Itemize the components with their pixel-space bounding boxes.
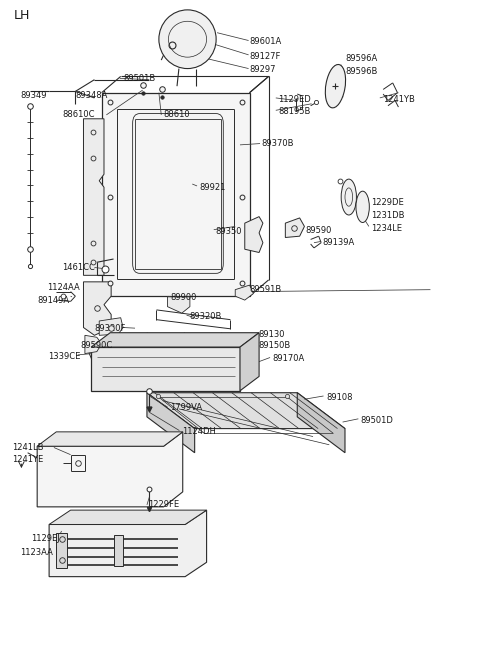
Text: 89149A: 89149A (37, 295, 69, 305)
Polygon shape (49, 510, 206, 525)
Text: 89601A: 89601A (250, 37, 282, 47)
Polygon shape (56, 533, 67, 567)
Text: 89348A: 89348A (75, 91, 108, 100)
Ellipse shape (341, 179, 357, 215)
Text: 89130: 89130 (258, 329, 285, 339)
Text: 89150B: 89150B (258, 341, 290, 350)
Text: 1124DH: 1124DH (182, 427, 216, 436)
Text: 89320F: 89320F (95, 324, 126, 333)
Text: 89108: 89108 (326, 393, 352, 402)
Ellipse shape (356, 191, 369, 223)
Polygon shape (297, 393, 345, 453)
Ellipse shape (325, 64, 346, 108)
Polygon shape (147, 393, 345, 428)
Text: 89370B: 89370B (262, 139, 294, 148)
Text: 89297: 89297 (250, 66, 276, 75)
Ellipse shape (159, 10, 216, 69)
FancyBboxPatch shape (102, 93, 250, 296)
Text: 1124AA: 1124AA (47, 282, 80, 291)
Text: 89501B: 89501B (123, 74, 156, 83)
Text: 89127F: 89127F (250, 52, 281, 61)
Text: 89320B: 89320B (189, 312, 221, 321)
Text: 88610: 88610 (164, 111, 190, 119)
Polygon shape (91, 347, 240, 391)
Polygon shape (49, 510, 206, 576)
Text: 89921: 89921 (199, 183, 226, 192)
Polygon shape (245, 217, 263, 252)
Text: 89590: 89590 (305, 226, 331, 235)
Text: 89590C: 89590C (80, 341, 112, 350)
Text: 89591B: 89591B (250, 285, 282, 294)
Text: 1339CE: 1339CE (48, 352, 81, 361)
Text: 1229FE: 1229FE (148, 500, 180, 510)
Polygon shape (235, 285, 253, 300)
Text: 89170A: 89170A (273, 354, 305, 364)
Text: 1129EJ: 1129EJ (31, 534, 60, 543)
Polygon shape (99, 318, 123, 335)
Polygon shape (147, 393, 195, 453)
Text: 1129ED: 1129ED (278, 95, 311, 103)
Text: 1241YB: 1241YB (383, 95, 415, 103)
Polygon shape (37, 432, 183, 507)
Polygon shape (37, 432, 183, 446)
Text: 1799VA: 1799VA (170, 403, 202, 411)
Text: LH: LH (13, 9, 30, 22)
Text: 1231DB: 1231DB (371, 211, 405, 220)
Text: 1229DE: 1229DE (371, 198, 404, 207)
Text: 89349: 89349 (21, 91, 47, 100)
Text: 89139A: 89139A (323, 238, 355, 247)
Text: 88610C: 88610C (62, 111, 95, 119)
Polygon shape (240, 333, 259, 391)
Polygon shape (84, 282, 111, 335)
Polygon shape (84, 119, 104, 275)
Polygon shape (85, 335, 102, 354)
Text: 89596A: 89596A (345, 54, 377, 63)
Polygon shape (168, 297, 190, 313)
Text: 1461CC: 1461CC (62, 263, 96, 272)
Text: 1123AA: 1123AA (21, 548, 53, 557)
Polygon shape (91, 333, 259, 347)
Text: 1234LE: 1234LE (371, 224, 402, 233)
Polygon shape (114, 535, 123, 565)
Text: 89900: 89900 (171, 293, 197, 302)
Polygon shape (285, 218, 304, 238)
Text: 1241YE: 1241YE (12, 455, 43, 464)
Text: 89501D: 89501D (361, 416, 394, 424)
Text: 88195B: 88195B (278, 107, 311, 116)
Text: 89350: 89350 (215, 227, 242, 236)
Text: 1241LB: 1241LB (12, 443, 43, 452)
Text: 89596B: 89596B (345, 67, 377, 76)
